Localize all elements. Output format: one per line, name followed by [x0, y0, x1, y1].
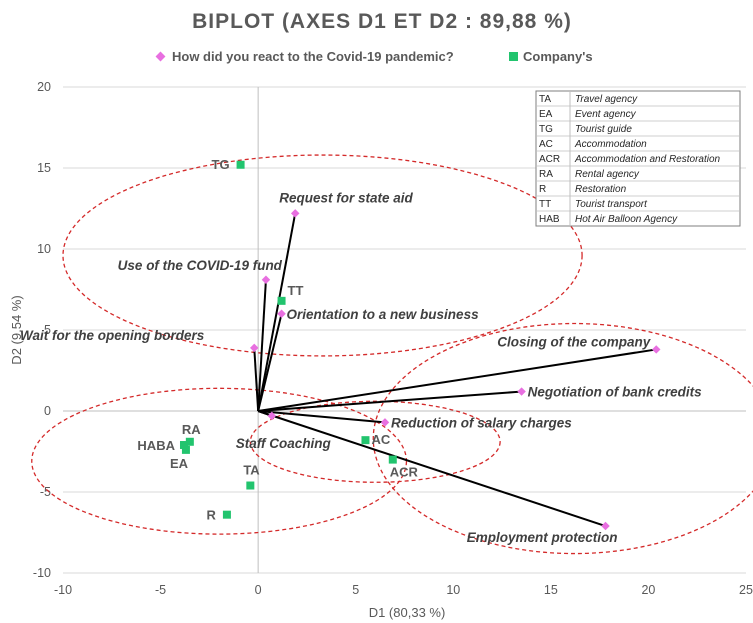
variable-vector — [253, 347, 260, 412]
company-point — [222, 510, 231, 519]
table-code-cell: TT — [539, 199, 551, 210]
company-label: R — [207, 508, 217, 523]
x-axis-label: D1 (80,33 %) — [369, 605, 446, 620]
variable-label: Orientation to a new business — [287, 307, 480, 322]
table-name-cell: Hot Air Balloon Agency — [575, 214, 678, 225]
variable-vector — [258, 410, 386, 424]
table-name-cell: Restoration — [575, 184, 627, 195]
variable-label: Closing of the company — [497, 334, 652, 349]
variable-point — [261, 275, 271, 285]
abbreviation-table: TA Travel agency EA Event agency TG Tourist g… — [535, 90, 741, 227]
chart-title: BIPLOT (AXES D1 ET D2 : 89,88 %) — [192, 10, 572, 33]
company-label: AC — [371, 432, 390, 447]
legend-diamond-icon — [155, 51, 166, 62]
company-point — [246, 481, 255, 490]
y-tick-label: 15 — [37, 161, 51, 175]
x-tick-label: -5 — [155, 583, 166, 597]
variable-point — [277, 309, 286, 319]
legend-item-companies: Company's — [509, 49, 593, 64]
y-tick-label: -5 — [40, 485, 51, 499]
cluster-ellipse — [62, 154, 583, 357]
table-code-cell: AC — [539, 139, 553, 150]
legend-item-reactions: How did you react to the Covid-19 pandem… — [155, 49, 454, 64]
variable-point — [267, 411, 277, 421]
table-name-cell: Tourist guide — [575, 124, 632, 135]
table-name-cell: Event agency — [575, 109, 637, 120]
variable-vector — [257, 279, 267, 412]
variable-label: Negotiation of bank credits — [528, 385, 703, 400]
company-label: RA — [182, 422, 201, 437]
table-name-cell: Travel agency — [575, 94, 638, 105]
x-tick-label: 15 — [544, 583, 558, 597]
legend: How did you react to the Covid-19 pandem… — [155, 49, 593, 64]
legend-label-companies: Company's — [523, 49, 593, 64]
variable-label: Use of the COVID-19 fund — [118, 258, 283, 273]
variable-vector — [258, 390, 522, 412]
legend-label-reactions: How did you react to the Covid-19 pandem… — [172, 49, 454, 64]
x-tick-label: 5 — [352, 583, 359, 597]
variable-label: Request for state aid — [279, 190, 413, 205]
variable-point — [290, 209, 300, 218]
legend-square-icon — [509, 52, 518, 61]
variable-label: Employment protection — [467, 530, 618, 545]
company-label: EA — [170, 456, 189, 471]
variable-vector — [257, 410, 606, 527]
table-name-cell: Accommodation and Restoration — [574, 154, 721, 165]
variable-point — [651, 345, 661, 354]
variable-label: Staff Coaching — [236, 436, 332, 451]
company-point — [361, 436, 370, 445]
x-tick-label: 10 — [446, 583, 460, 597]
table-code-cell: TG — [539, 124, 553, 135]
table-code-cell: EA — [539, 109, 553, 120]
company-point — [179, 441, 188, 450]
table-code-cell: R — [539, 184, 546, 195]
y-tick-label: 5 — [44, 323, 51, 337]
data-points — [179, 160, 661, 531]
company-point — [388, 455, 397, 464]
table-code-cell: RA — [539, 169, 553, 180]
y-tick-label: 0 — [44, 404, 51, 418]
variable-point — [601, 521, 610, 531]
variable-vector — [257, 213, 297, 412]
variable-point — [249, 343, 259, 353]
company-label: TA — [243, 463, 260, 478]
variable-vector — [257, 313, 283, 412]
table-name-cell: Accommodation — [574, 139, 647, 150]
y-tick-label: -10 — [33, 566, 51, 580]
variable-label: Wait for the opening borders — [20, 328, 205, 343]
x-tick-label: 0 — [255, 583, 262, 597]
company-label: ACR — [390, 465, 419, 480]
variable-vector — [257, 348, 657, 412]
y-tick-label: 10 — [37, 242, 51, 256]
point-labels: Request for state aid Use of the COVID-19… — [20, 157, 702, 545]
variable-vectors — [253, 213, 657, 527]
company-label: HABA — [137, 438, 175, 453]
company-point — [181, 445, 190, 454]
cluster-ellipse — [249, 400, 501, 483]
x-tick-label: 20 — [641, 583, 655, 597]
table-code-cell: TA — [539, 94, 551, 105]
variable-point — [517, 387, 526, 396]
gridlines — [63, 86, 746, 574]
variable-label: Reduction of salary charges — [391, 415, 572, 430]
company-point — [236, 160, 245, 169]
cluster-ellipse — [372, 322, 753, 555]
table-code-cell: HAB — [539, 214, 560, 225]
company-label: TG — [212, 157, 230, 172]
table-name-cell: Rental agency — [575, 169, 640, 180]
variable-point — [380, 418, 390, 427]
company-point — [277, 296, 286, 305]
company-point — [185, 437, 194, 446]
x-tick-label: -10 — [54, 583, 72, 597]
cluster-ellipse — [31, 387, 408, 535]
table-name-cell: Tourist transport — [575, 199, 648, 210]
axis-ticks: -10 -5 0 5 10 15 20 -10 -5 0 5 10 15 20 25 — [33, 80, 753, 597]
table-code-cell: ACR — [539, 154, 560, 165]
y-tick-label: 20 — [37, 80, 51, 94]
x-tick-label: 25 — [739, 583, 753, 597]
company-label: TT — [288, 283, 304, 298]
y-axis-label: D2 (9,54 %) — [9, 295, 24, 364]
cluster-ellipses — [31, 154, 753, 555]
